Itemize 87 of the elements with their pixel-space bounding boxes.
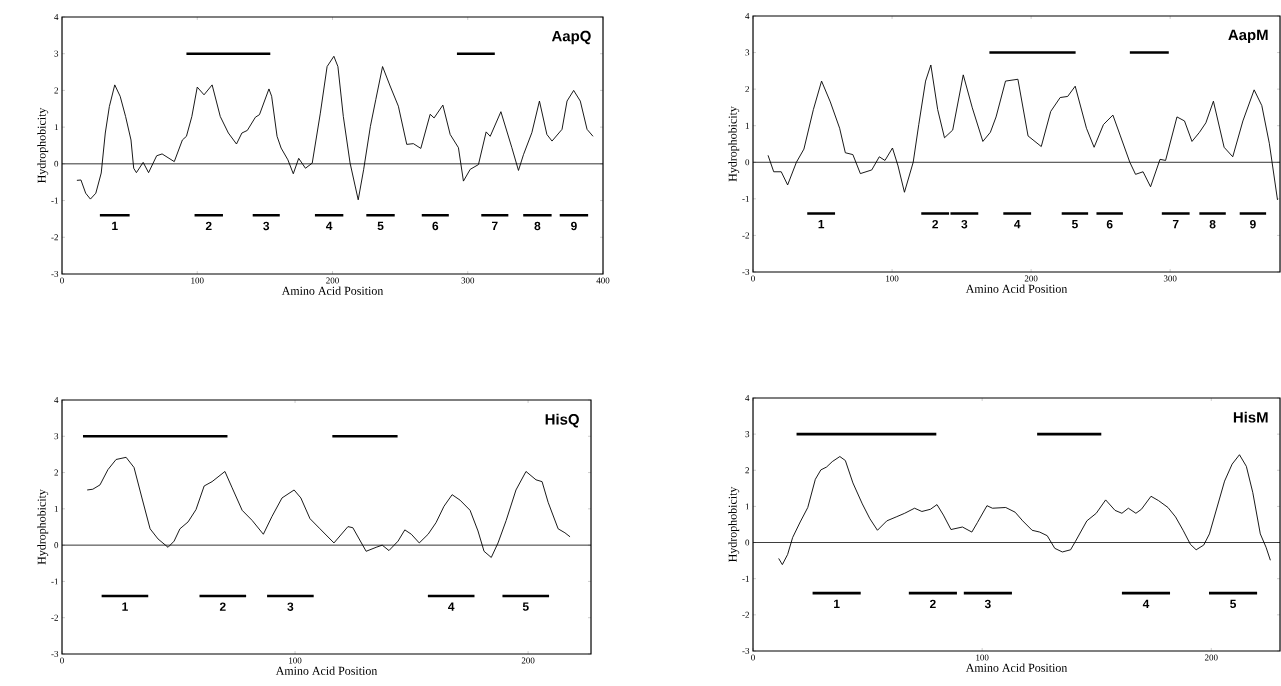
annotation: 4 (1014, 220, 1021, 229)
y-tick-label: 1 (54, 505, 58, 512)
x-tick-label: 400 (596, 277, 610, 284)
annotation: 2 (205, 221, 212, 231)
y-tick-label: -2 (742, 232, 749, 239)
x-tick-label: 0 (60, 657, 64, 664)
y-tick-label: 3 (745, 431, 750, 438)
x-tick-label: 0 (751, 275, 755, 282)
y-tick-label: -3 (742, 647, 750, 654)
x-axis-title: Amino Acid Position (275, 666, 378, 675)
text: AapM (1228, 29, 1268, 44)
y-tick-label: 4 (745, 13, 750, 19)
annotation: 5 (1230, 599, 1237, 609)
y-tick-label: 1 (745, 122, 749, 129)
y-axis-title: Hydrophobicity (37, 107, 49, 183)
annotation: 9 (1250, 219, 1256, 229)
annotation: 7 (1172, 220, 1179, 229)
text: AapQ (551, 30, 591, 45)
y-tick-label: -3 (51, 270, 59, 277)
annotation: 9 (571, 221, 577, 231)
y-tick-label: 0 (745, 159, 750, 166)
annotation: 2 (929, 599, 936, 609)
annotation: 4 (1142, 599, 1150, 608)
annotation: 8 (534, 221, 541, 231)
text: HisQ (545, 413, 579, 428)
annotation: 5 (522, 602, 529, 611)
y-tick-label: 1 (745, 503, 749, 510)
x-tick-label: 200 (326, 277, 339, 284)
annotation: 4 (448, 602, 455, 611)
annotation: 3 (263, 221, 270, 231)
text: HisM (1233, 411, 1268, 423)
x-tick-label: 300 (1163, 275, 1177, 282)
y-tick-label: -1 (51, 578, 58, 585)
x-tick-label: 100 (289, 657, 302, 664)
x-tick-label: 100 (886, 275, 899, 282)
annotation: 2 (219, 602, 226, 611)
y-tick-label: -1 (742, 575, 749, 582)
y-tick-label: 0 (745, 539, 750, 546)
y-tick-label: 4 (54, 397, 59, 403)
y-tick-label: 3 (745, 49, 750, 56)
y-tick-label: -1 (51, 197, 58, 204)
y-tick-label: 1 (54, 124, 58, 131)
annotation: 3 (984, 599, 991, 609)
x-tick-label: 200 (1204, 654, 1218, 661)
x-tick-label: 200 (1024, 275, 1038, 282)
annotation: 8 (1209, 219, 1216, 229)
annotation: 6 (432, 221, 439, 231)
x-axis-title: Amino Acid Position (965, 284, 1068, 293)
y-tick-label: 0 (54, 542, 59, 549)
y-tick-label: 3 (54, 433, 59, 440)
y-tick-label: -2 (742, 611, 749, 618)
x-tick-label: 100 (191, 277, 204, 284)
y-tick-label: -2 (51, 614, 58, 621)
y-tick-label: -2 (51, 234, 58, 241)
annotation: 5 (1071, 220, 1078, 229)
annotation: 1 (122, 602, 128, 611)
y-tick-label: 3 (54, 50, 59, 57)
y-tick-label: -3 (742, 268, 750, 275)
annotation: 1 (818, 220, 825, 229)
annotation: 1 (112, 221, 118, 230)
y-tick-label: 2 (745, 467, 749, 474)
annotation: 1 (834, 599, 840, 608)
annotation: 4 (325, 221, 333, 230)
y-tick-label: 2 (745, 86, 749, 93)
annotation: 6 (1106, 219, 1113, 229)
y-tick-label: -3 (51, 650, 59, 657)
x-tick-label: 0 (60, 277, 64, 284)
y-tick-label: 0 (54, 160, 59, 167)
x-tick-label: 200 (521, 657, 535, 664)
y-tick-label: -1 (742, 195, 749, 202)
y-axis-title: Hydrophobicity (728, 486, 740, 562)
x-axis-title: Amino Acid Position (965, 663, 1068, 672)
x-tick-label: 0 (751, 654, 755, 661)
annotation: 3 (287, 602, 294, 611)
annotation: 5 (377, 221, 384, 231)
x-axis-title: Amino Acid Position (281, 286, 384, 295)
x-tick-label: 100 (976, 654, 989, 661)
y-tick-label: 2 (54, 87, 58, 94)
y-tick-label: 4 (54, 14, 59, 20)
annotation: 7 (492, 221, 498, 230)
annotation: 2 (932, 219, 939, 229)
y-tick-label: 4 (745, 395, 750, 401)
y-axis-title: Hydrophobicity (37, 489, 49, 565)
y-axis-title: Hydrophobicity (728, 106, 740, 182)
x-tick-label: 300 (461, 277, 475, 284)
annotation: 3 (961, 219, 968, 229)
y-tick-label: 2 (54, 469, 58, 476)
